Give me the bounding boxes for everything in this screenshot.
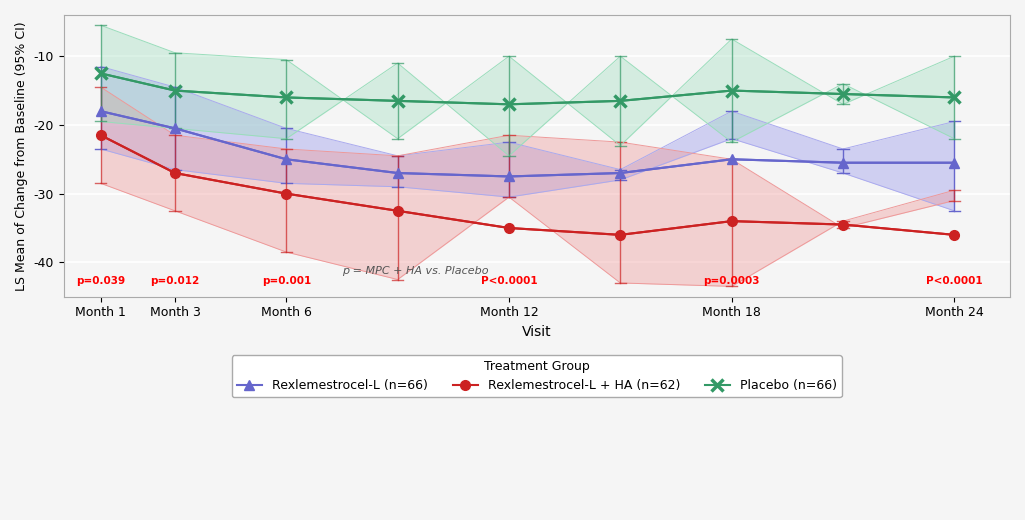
Text: p=0.039: p=0.039 — [76, 277, 125, 287]
Text: p = MPC + HA vs. Placebo: p = MPC + HA vs. Placebo — [342, 266, 489, 276]
X-axis label: Visit: Visit — [522, 325, 551, 339]
Legend: Rexlemestrocel-L (n=66), Rexlemestrocel-L + HA (n=62), Placebo (n=66): Rexlemestrocel-L (n=66), Rexlemestrocel-… — [232, 355, 842, 397]
Y-axis label: LS Mean of Change from Baseline (95% CI): LS Mean of Change from Baseline (95% CI) — [15, 21, 28, 291]
Text: p=0.0003: p=0.0003 — [703, 277, 760, 287]
Text: P<0.0001: P<0.0001 — [926, 277, 983, 287]
Text: p=0.001: p=0.001 — [261, 277, 311, 287]
Text: P<0.0001: P<0.0001 — [481, 277, 537, 287]
Text: p=0.012: p=0.012 — [151, 277, 200, 287]
